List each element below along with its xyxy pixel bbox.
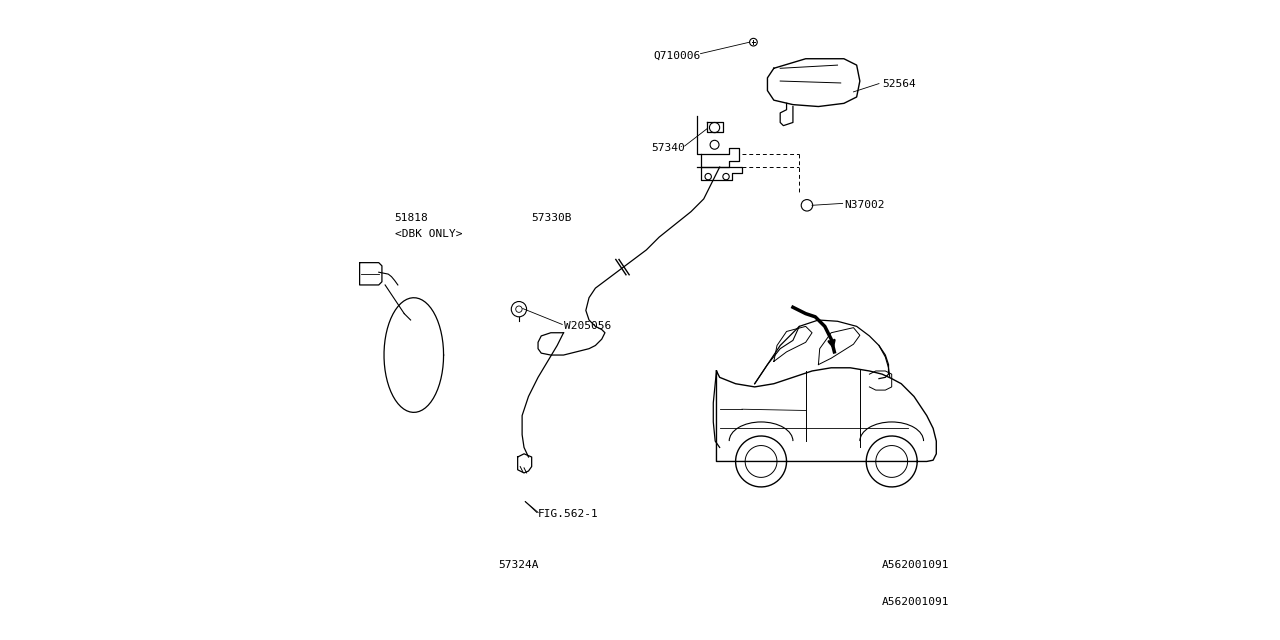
Text: 57340: 57340 — [650, 143, 685, 153]
Text: A562001091: A562001091 — [882, 561, 948, 570]
Text: A562001091: A562001091 — [882, 596, 948, 607]
Text: 51818: 51818 — [394, 213, 429, 223]
Text: 57324A: 57324A — [499, 561, 539, 570]
Text: 57330B: 57330B — [531, 213, 572, 223]
Text: FIG.562-1: FIG.562-1 — [538, 509, 599, 519]
Text: <DBK ONLY>: <DBK ONLY> — [394, 229, 462, 239]
Text: W205056: W205056 — [563, 321, 611, 332]
Text: 52564: 52564 — [882, 79, 916, 89]
Text: Q710006: Q710006 — [653, 51, 700, 61]
Text: N37002: N37002 — [844, 200, 884, 211]
